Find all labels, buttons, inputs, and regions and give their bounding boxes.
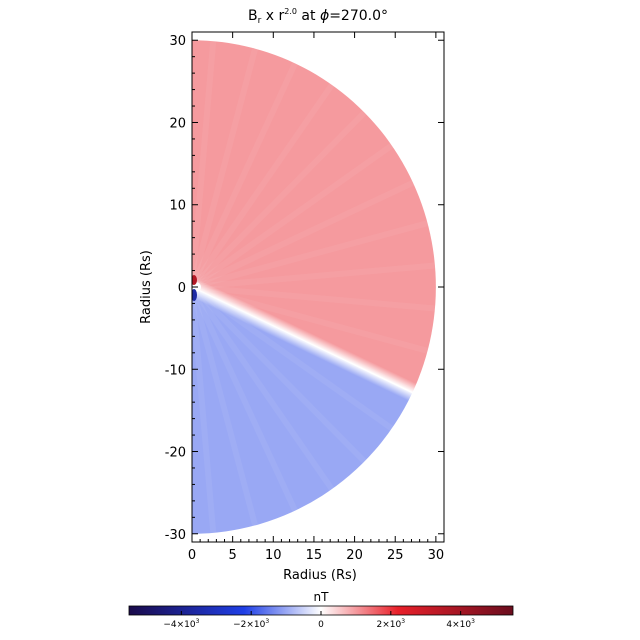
- field-streak: [192, 83, 335, 289]
- colorbar-tick-label: 2×103: [377, 618, 406, 630]
- colorbar-tick-label: 4×103: [446, 618, 475, 630]
- field-streak: [192, 286, 217, 534]
- y-axis-label: Radius (Rs): [139, 250, 154, 324]
- field-streak: [192, 40, 217, 288]
- field-streak: [192, 284, 429, 354]
- colorbar-tick-label: −2×103: [233, 618, 269, 630]
- near-surface-positive: [192, 275, 197, 285]
- field-streak: [192, 47, 259, 288]
- near-surface-negative: [192, 289, 197, 301]
- title-mid: x r: [261, 8, 284, 24]
- field-streak: [192, 285, 298, 512]
- x-tick-label: 15: [306, 548, 323, 563]
- field-streak: [192, 62, 298, 289]
- field-streak: [192, 284, 394, 431]
- chart-title: Br x r2.0 at ϕ=270.0°: [248, 7, 388, 26]
- tick-layer: 0 5 10 15 20 25 30 -30 -20 -10 0 10 20 30: [165, 32, 445, 563]
- field-region-negative: [192, 287, 413, 534]
- y-tick-label: -30: [165, 528, 186, 543]
- colorbar-tick-label: −4×103: [163, 618, 199, 630]
- field-streak: [192, 285, 335, 491]
- y-tick-label: -20: [165, 446, 186, 461]
- x-tick-label: 20: [346, 548, 363, 563]
- x-tick-label: 10: [265, 548, 282, 563]
- y-tick-label: 20: [169, 116, 186, 131]
- colorbar-label: nT: [314, 590, 330, 604]
- field-streak: [192, 179, 415, 290]
- field-streak: [192, 284, 415, 395]
- field-streak: [192, 284, 367, 464]
- field-streak: [192, 262, 436, 290]
- x-tick-label: 25: [387, 548, 404, 563]
- field-layer: [192, 40, 436, 534]
- colorbar-ticks: −4×103 −2×103 0 2×103 4×103: [163, 611, 475, 630]
- x-tick-label: 30: [428, 548, 445, 563]
- x-axis-label: Radius (Rs): [283, 568, 357, 583]
- field-region-positive: [192, 40, 436, 394]
- y-tick-label: -10: [165, 363, 186, 378]
- title-exponent: 2.0: [284, 7, 297, 16]
- title-quantity-sub: r: [258, 16, 262, 26]
- title-quantity: B: [248, 8, 258, 24]
- field-streak: [192, 286, 259, 527]
- y-tick-label: 10: [169, 199, 186, 214]
- field-streak: [192, 110, 367, 290]
- title-at: at: [297, 8, 320, 24]
- field-streak: [192, 284, 436, 312]
- title-phi: ϕ: [320, 8, 329, 24]
- field-streak: [192, 220, 429, 290]
- y-tick-label: 30: [169, 34, 186, 49]
- x-tick-label: 5: [229, 548, 237, 563]
- colorbar-tick-label: 0: [318, 620, 324, 630]
- field-streak: [192, 143, 394, 290]
- x-tick-label: 0: [188, 548, 196, 563]
- y-tick-label: 0: [178, 281, 186, 296]
- title-value: =270.0°: [329, 8, 388, 24]
